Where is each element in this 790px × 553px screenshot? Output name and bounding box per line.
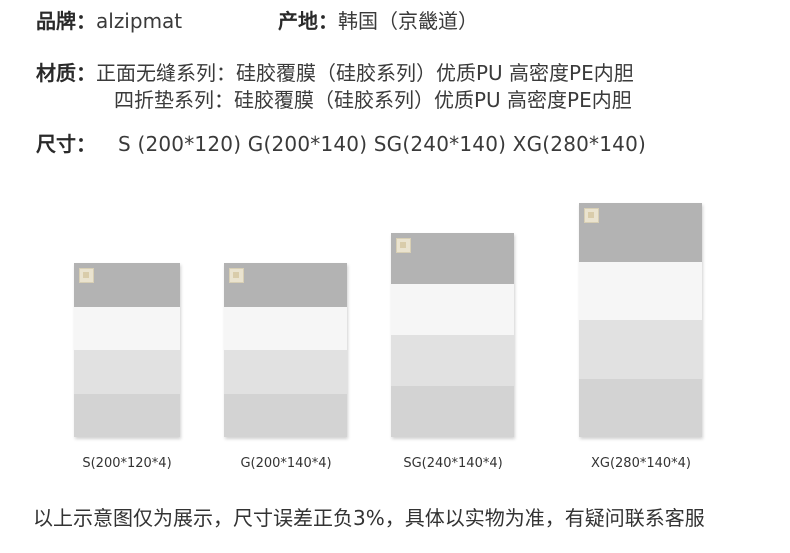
brand-logo-icon xyxy=(79,268,94,283)
mat-band xyxy=(74,350,180,394)
mat-s-illustration xyxy=(74,263,180,437)
mat-g-caption: G(200*140*4) xyxy=(240,456,332,471)
origin-row: 产地：韩国（京畿道） xyxy=(278,8,478,34)
mat-band xyxy=(224,350,347,394)
mat-band xyxy=(579,261,702,320)
brand-logo-icon xyxy=(229,268,244,283)
mat-band xyxy=(391,386,514,437)
mat-band xyxy=(224,393,347,437)
brand-row: 品牌：alzipmat xyxy=(36,8,182,34)
origin-value: 韩国（京畿道） xyxy=(338,9,478,33)
mat-xg-caption: XG(280*140*4) xyxy=(590,456,692,471)
mat-band xyxy=(224,306,347,350)
mat-band xyxy=(224,263,347,307)
brand-logo-icon xyxy=(396,238,411,253)
mat-band xyxy=(391,284,514,335)
origin-label: 产地： xyxy=(278,9,338,33)
size-value: S (200*120) G(200*140) SG(240*140) XG(28… xyxy=(118,132,647,156)
mat-band xyxy=(391,335,514,386)
mat-band xyxy=(579,378,702,437)
disclaimer-text: 以上示意图仅为展示，尺寸误差正负3%，具体以实物为准，有疑问联系客服 xyxy=(33,506,705,530)
mat-sg-illustration xyxy=(391,233,514,437)
mat-g-illustration xyxy=(224,263,347,437)
mat-s-caption: S(200*120*4) xyxy=(82,456,172,471)
brand-logo-icon xyxy=(584,208,599,223)
mat-band xyxy=(74,393,180,437)
size-row: 尺寸： S (200*120) G(200*140) SG(240*140) XG… xyxy=(36,131,646,157)
mat-band xyxy=(391,233,514,284)
brand-value: alzipmat xyxy=(96,9,183,33)
material-label: 材质： xyxy=(36,61,96,85)
mat-band xyxy=(579,320,702,379)
material-line-1: 正面无缝系列：硅胶覆膜（硅胶系列）优质PU 高密度PE内胆 xyxy=(96,61,634,85)
mat-band xyxy=(579,203,702,262)
mat-xg-illustration xyxy=(579,203,702,437)
mat-sg-caption: SG(240*140*4) xyxy=(403,456,503,471)
material-line-2: 四折垫系列：硅胶覆膜（硅胶系列）优质PU 高密度PE内胆 xyxy=(114,88,632,112)
size-label: 尺寸： xyxy=(36,132,96,156)
material-row: 材质：正面无缝系列：硅胶覆膜（硅胶系列）优质PU 高密度PE内胆 xyxy=(36,60,634,86)
mat-band xyxy=(74,306,180,350)
material-row-2: 四折垫系列：硅胶覆膜（硅胶系列）优质PU 高密度PE内胆 xyxy=(114,87,632,113)
brand-label: 品牌： xyxy=(36,9,96,33)
